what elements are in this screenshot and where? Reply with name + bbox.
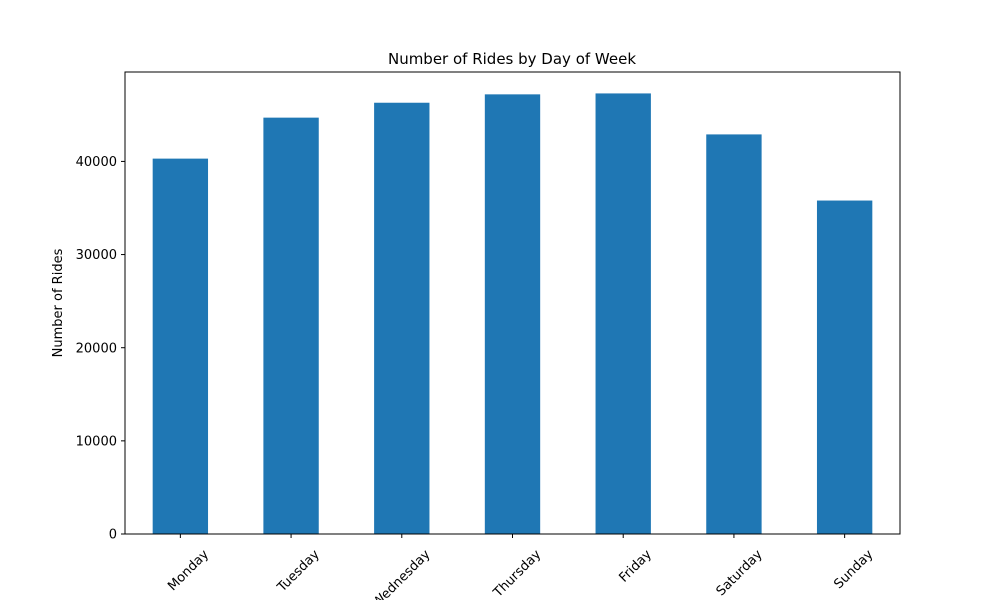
x-tick-label-sunday: Sunday — [831, 547, 876, 592]
bar-sunday — [816, 200, 873, 534]
x-tick-label-wednesday: Wednesday — [370, 547, 434, 600]
x-tick-label-friday: Friday — [616, 547, 655, 586]
y-tick-label-20000: 20000 — [76, 341, 117, 356]
chart-title: Number of Rides by Day of Week — [388, 50, 636, 68]
x-tick-label-tuesday: Tuesday — [274, 547, 323, 596]
y-axis-label: Number of Rides — [51, 248, 66, 357]
bar-wednesday — [374, 102, 430, 534]
y-tick-label-0: 0 — [109, 528, 117, 543]
y-tick-label-10000: 10000 — [76, 434, 117, 449]
bars-group — [152, 93, 873, 535]
bar-saturday — [706, 134, 762, 534]
y-axis: 0 10000 20000 30000 40000 — [76, 155, 125, 543]
x-tick-label-saturday: Saturday — [714, 547, 766, 599]
bar-thursday — [484, 94, 541, 535]
y-tick-label-40000: 40000 — [76, 155, 117, 170]
bar-friday — [595, 93, 651, 534]
x-tick-label-monday: Monday — [165, 547, 212, 594]
x-tick-label-thursday: Thursday — [490, 547, 544, 600]
bar-monday — [152, 158, 209, 534]
x-axis: Monday Tuesday Wednesday Thursday Friday Satu… — [165, 534, 877, 600]
y-tick-label-30000: 30000 — [76, 248, 117, 263]
bar-tuesday — [263, 117, 319, 535]
